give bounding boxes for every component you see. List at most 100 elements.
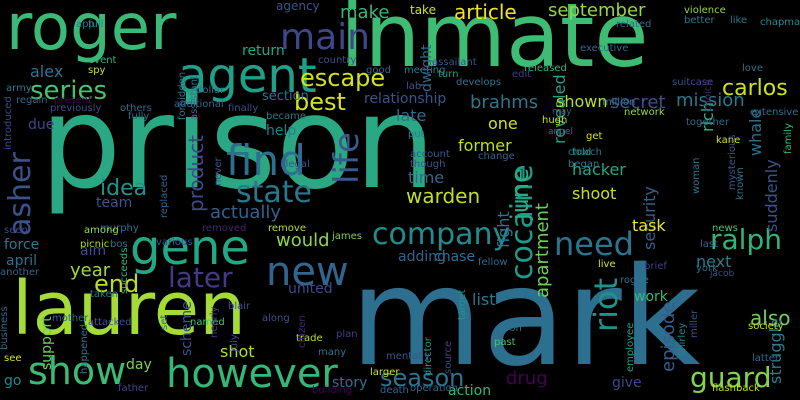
word: may <box>552 107 572 117</box>
word: mother <box>52 313 89 324</box>
word: alex <box>30 62 64 81</box>
word: april <box>6 253 38 269</box>
word: make <box>340 2 390 23</box>
word: asher <box>3 152 38 236</box>
word: suddenly <box>762 159 781 232</box>
word: find <box>226 136 306 185</box>
word: million <box>602 97 636 108</box>
word: introduced <box>3 96 14 150</box>
word: operation <box>410 383 459 394</box>
word: lab <box>406 81 422 92</box>
word: chase <box>434 249 476 265</box>
word: ralph <box>710 223 782 256</box>
word: told <box>572 147 592 158</box>
word: army <box>6 83 32 94</box>
word: end <box>94 270 140 298</box>
word: society <box>748 321 784 332</box>
word: full <box>88 19 104 30</box>
word: replaced <box>159 174 170 218</box>
word: network <box>624 107 665 118</box>
word: day <box>126 357 152 373</box>
word: season <box>380 364 465 392</box>
word: guard <box>690 361 772 394</box>
word: inmate <box>340 0 649 87</box>
word: soon <box>498 323 522 334</box>
word: drug <box>506 368 548 389</box>
word: year <box>70 260 111 281</box>
word: time <box>408 168 445 187</box>
word: due <box>28 117 55 133</box>
word: family <box>783 123 794 154</box>
word: citizen <box>297 315 308 348</box>
word: edit <box>512 69 532 80</box>
word: death <box>380 385 409 396</box>
word: attacked <box>88 317 132 328</box>
word: account <box>410 149 450 160</box>
word: would <box>276 230 330 251</box>
word: put <box>408 129 425 140</box>
word: shot <box>220 342 255 361</box>
word: church <box>568 147 602 158</box>
word: taken <box>90 289 118 300</box>
word: shirley <box>677 322 688 356</box>
word: plan <box>336 329 358 340</box>
word: known <box>735 167 746 200</box>
word: agency <box>276 0 320 13</box>
word: hugh <box>542 115 568 126</box>
word: fully <box>128 111 150 122</box>
word: another <box>0 267 40 278</box>
word: see <box>4 353 22 364</box>
word: last <box>700 239 719 250</box>
word: finally <box>228 103 259 114</box>
word: escape <box>300 64 386 92</box>
word: though <box>410 159 446 170</box>
word: secret <box>610 92 666 113</box>
word: hacker <box>572 160 626 179</box>
word: episode <box>658 301 679 372</box>
word: give <box>612 375 642 391</box>
word: illegal <box>280 159 310 170</box>
word: employee <box>625 322 636 372</box>
word: additional <box>174 99 224 110</box>
word: event <box>88 55 117 66</box>
word: together <box>686 117 730 128</box>
word: blair <box>228 301 251 312</box>
word: good <box>366 65 391 76</box>
word: forbidden <box>177 71 188 120</box>
word: state <box>236 175 312 210</box>
word: apartment <box>532 202 553 298</box>
word: mark <box>350 239 701 397</box>
word: task <box>632 216 666 235</box>
word: source <box>443 340 454 374</box>
word: present <box>54 95 93 106</box>
word: along <box>262 313 290 324</box>
word: country <box>318 55 357 66</box>
word: warden <box>406 184 481 208</box>
word: began <box>568 159 600 170</box>
word: like <box>730 15 748 26</box>
word: news <box>712 223 738 234</box>
word: rogue <box>620 275 649 286</box>
word: trade <box>296 333 323 344</box>
word: actually <box>210 202 282 223</box>
word: product <box>184 135 208 212</box>
word: flashback <box>712 383 760 394</box>
word: roger <box>6 0 177 65</box>
word: previously <box>50 103 102 114</box>
word: go <box>4 373 22 389</box>
word: past <box>494 337 516 348</box>
word: riot <box>587 277 625 332</box>
word: help <box>266 123 297 139</box>
word: latter <box>752 353 780 364</box>
word: target <box>457 289 468 320</box>
word: july <box>229 334 240 352</box>
word: removed <box>202 223 247 234</box>
word: mission <box>676 90 745 111</box>
word: change <box>478 151 515 162</box>
word: set <box>159 314 170 330</box>
word: related <box>616 19 652 30</box>
word: main <box>280 17 370 58</box>
word: brief <box>644 261 667 272</box>
word: team <box>96 195 133 211</box>
word: list <box>472 290 496 309</box>
